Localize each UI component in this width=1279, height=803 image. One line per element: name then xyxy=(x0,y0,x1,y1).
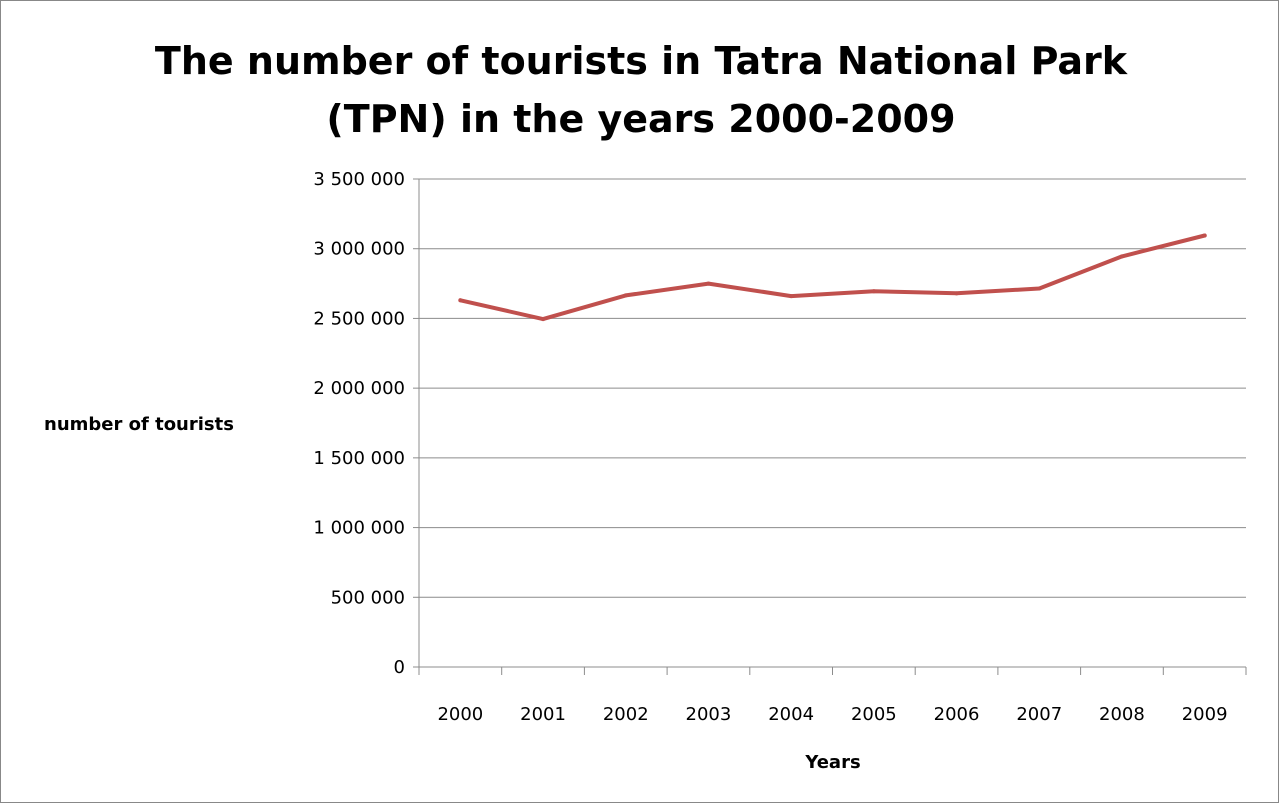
y-axis-tick-labels: 0 500 000 1 000 000 1 500 000 2 000 000 2 500… xyxy=(313,169,405,678)
axes xyxy=(413,178,1247,675)
data-point xyxy=(706,281,711,286)
y-axis-title: number of tourists xyxy=(44,414,234,435)
x-tick-label: 2002 xyxy=(603,704,649,725)
series-line xyxy=(458,233,1207,322)
data-point xyxy=(541,317,546,322)
data-point xyxy=(1202,233,1207,238)
x-tick-label: 2003 xyxy=(686,704,732,725)
y-tick-label: 0 xyxy=(394,657,405,678)
y-tick-label: 500 000 xyxy=(331,587,405,608)
y-tick-label: 2 500 000 xyxy=(313,308,405,329)
x-tick-label: 2005 xyxy=(851,704,897,725)
x-tick-label: 2007 xyxy=(1016,704,1062,725)
data-point xyxy=(458,298,463,303)
data-point xyxy=(954,291,959,296)
data-point xyxy=(871,289,876,294)
series-layer xyxy=(458,233,1207,322)
data-point xyxy=(1037,286,1042,291)
y-tick-label: 1 500 000 xyxy=(313,448,405,469)
y-tick-label: 3 500 000 xyxy=(313,169,405,190)
data-point xyxy=(789,294,794,299)
x-tick-label: 2009 xyxy=(1182,704,1228,725)
x-axis-title: Years xyxy=(804,752,860,773)
y-tick-label: 1 000 000 xyxy=(313,518,405,539)
x-axis-tick-labels: 2000 2001 2002 2003 2004 2005 2006 2007 2008 2009 xyxy=(437,704,1227,725)
data-point xyxy=(623,293,628,298)
x-tick-label: 2001 xyxy=(520,704,566,725)
x-tick-label: 2008 xyxy=(1099,704,1145,725)
chart-title-line-1: The number of tourists in Tatra National… xyxy=(155,39,1128,83)
y-tick-label: 2 000 000 xyxy=(313,378,405,399)
gridlines xyxy=(419,178,1246,598)
data-point xyxy=(1119,254,1124,259)
y-tick-label: 3 000 000 xyxy=(313,239,405,260)
x-tick-label: 2000 xyxy=(437,704,483,725)
chart-title-line-2: (TPN) in the years 2000-2009 xyxy=(326,97,955,141)
x-tick-label: 2004 xyxy=(768,704,814,725)
x-tick-label: 2006 xyxy=(934,704,980,725)
